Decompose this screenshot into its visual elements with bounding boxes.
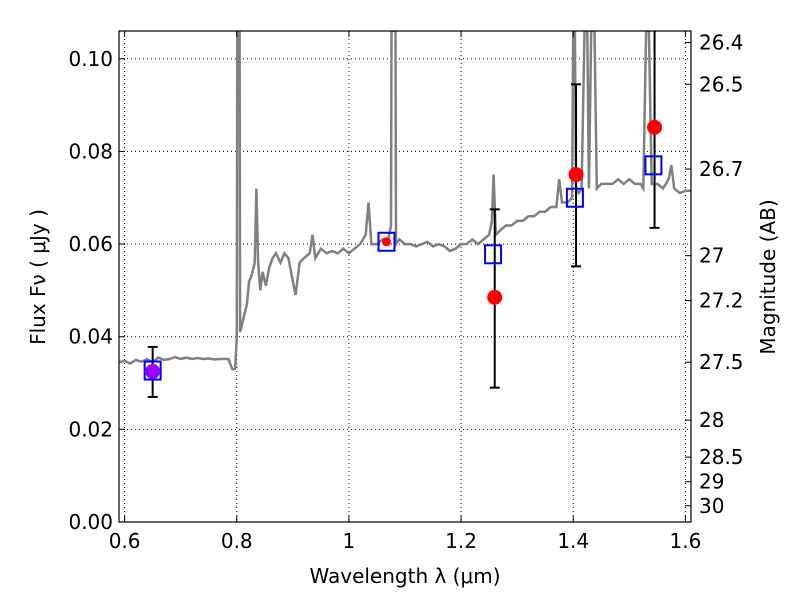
y-tick-label: 0.04 <box>68 325 113 349</box>
plot-frame <box>118 30 692 523</box>
model-photometry-square <box>484 244 503 265</box>
y2-tick-label: 26.7 <box>699 157 744 181</box>
y2-tick-label: 28 <box>699 408 724 432</box>
y2-axis-label: Magnitude (AB) <box>756 199 780 354</box>
y2-tick-label: 27.5 <box>699 350 744 374</box>
y2-tick-label: 27.2 <box>699 289 744 313</box>
y2-tick-label: 30 <box>699 494 724 518</box>
model-photometry-square <box>143 360 162 381</box>
observed-flux-point <box>568 167 584 183</box>
x-tick-label: 0.6 <box>109 529 141 553</box>
data-layer <box>119 31 691 398</box>
y2-tick-label: 28.5 <box>699 445 744 469</box>
axis-ticks: 0.6 0.8 1 1.2 1.4 1.6 0.00 0.02 0.04 0.06 0.08 0.10… <box>68 31 743 553</box>
y-tick-label: 0.06 <box>68 232 113 256</box>
observed-flux-point <box>487 289 503 305</box>
x-axis-label: Wavelength λ (μm) <box>309 564 500 588</box>
model-photometry-square <box>565 187 584 208</box>
x-tick-label: 1.4 <box>557 529 589 553</box>
observed-flux-point <box>647 119 663 135</box>
model-photometry-square <box>644 155 663 176</box>
y-tick-label: 0.00 <box>68 510 113 534</box>
model-photometry-square <box>377 231 396 252</box>
x-tick-label: 0.8 <box>221 529 253 553</box>
y-tick-label: 0.08 <box>68 139 113 163</box>
grid-lines <box>119 31 691 523</box>
observed-flux-point <box>381 237 391 247</box>
x-tick-label: 1.2 <box>445 529 477 553</box>
y-axis-label: Flux Fν ( μJy ) <box>26 209 50 345</box>
y2-tick-label: 29 <box>699 470 724 494</box>
y-tick-label: 0.02 <box>68 417 113 441</box>
observed-flux-point <box>145 363 161 379</box>
y-tick-label: 0.10 <box>68 47 113 71</box>
model-spectrum-line <box>119 31 691 371</box>
y2-tick-label: 26.5 <box>699 72 744 96</box>
y2-tick-label: 27 <box>699 244 724 268</box>
x-tick-label: 1.6 <box>669 529 701 553</box>
x-tick-label: 1 <box>343 529 356 553</box>
y2-tick-label: 26.4 <box>699 31 744 55</box>
